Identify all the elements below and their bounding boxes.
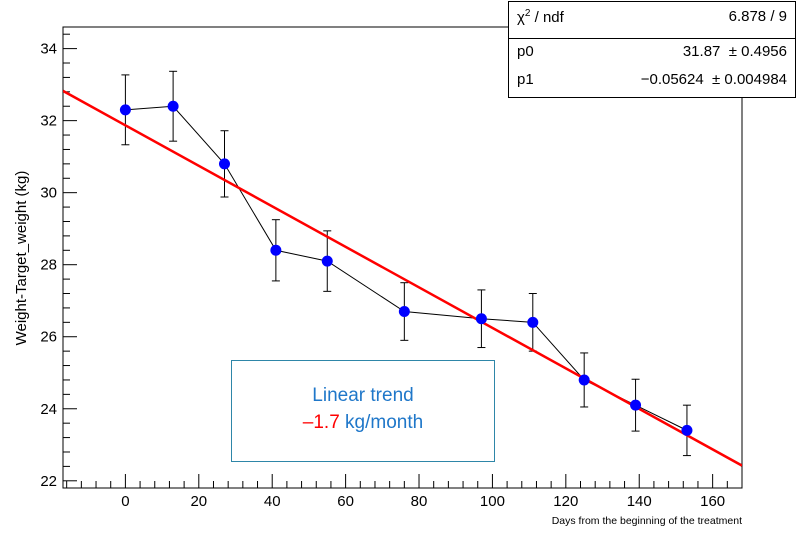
y-tick-label: 30 xyxy=(40,185,57,202)
stat-row-p1: p1 −0.05624 ± 0.004984 xyxy=(509,67,795,95)
x-tick-label: 20 xyxy=(190,493,207,510)
chi2-value: 6.878 / 9 xyxy=(728,8,787,25)
stat-row-p0: p0 31.87 ± 0.4956 xyxy=(509,39,795,67)
p1-value: −0.05624 ± 0.004984 xyxy=(640,71,787,88)
chi2-label: χ2 / ndf xyxy=(517,8,564,26)
data-point xyxy=(119,104,131,116)
trend-title: Linear trend xyxy=(312,385,414,406)
data-point xyxy=(630,399,642,411)
x-tick-label: 160 xyxy=(700,493,725,510)
trend-value: –1.7 xyxy=(302,412,340,433)
data-point xyxy=(578,374,590,386)
fit-stats-box: χ2 / ndf 6.878 / 9 p0 31.87 ± 0.4956 p1 … xyxy=(508,1,796,98)
y-tick-label: 26 xyxy=(40,329,57,346)
plot-frame xyxy=(62,26,743,489)
y-tick-label: 32 xyxy=(40,113,57,130)
y-tick-label: 34 xyxy=(40,41,57,58)
x-tick-label: 140 xyxy=(627,493,652,510)
y-tick-label: 22 xyxy=(40,473,57,490)
x-tick-label: 120 xyxy=(553,493,578,510)
trend-annotation-box: Linear trend –1.7 kg/month xyxy=(231,360,495,462)
data-point xyxy=(218,158,230,170)
x-axis-title: Days from the beginning of the treatment xyxy=(552,515,742,527)
data-point xyxy=(398,306,410,318)
data-point xyxy=(475,313,487,325)
fit-line xyxy=(63,89,742,467)
x-tick-label: 40 xyxy=(264,493,281,510)
stat-row-chi2: χ2 / ndf 6.878 / 9 xyxy=(509,4,795,32)
x-axis: 0 20 40 60 80 100 120 140 160 xyxy=(66,474,743,510)
stats-divider xyxy=(509,38,795,39)
y-tick-label: 24 xyxy=(40,401,57,418)
p0-label: p0 xyxy=(517,43,534,60)
data-point xyxy=(681,424,693,436)
y-axis: 22 24 26 28 30 32 34 xyxy=(40,33,77,490)
trend-unit: kg/month xyxy=(339,412,424,433)
data-point xyxy=(321,255,333,267)
p1-label: p1 xyxy=(517,71,534,88)
p0-value: 31.87 ± 0.4956 xyxy=(682,43,787,60)
trend-rate: –1.7 kg/month xyxy=(232,412,494,434)
y-tick-label: 28 xyxy=(40,257,57,274)
x-tick-label: 0 xyxy=(121,493,129,510)
x-tick-label: 100 xyxy=(480,493,505,510)
data-point xyxy=(167,100,179,112)
x-tick-label: 60 xyxy=(337,493,354,510)
x-tick-label: 80 xyxy=(411,493,428,510)
y-axis-title: Weight-Target_weight (kg) xyxy=(13,171,30,346)
chi-symbol: χ xyxy=(517,9,525,26)
chi-superscript: 2 xyxy=(524,8,531,19)
data-layer xyxy=(63,70,742,467)
chi-ndf-label: / ndf xyxy=(530,9,564,26)
data-point xyxy=(270,244,282,256)
data-point xyxy=(527,316,539,328)
